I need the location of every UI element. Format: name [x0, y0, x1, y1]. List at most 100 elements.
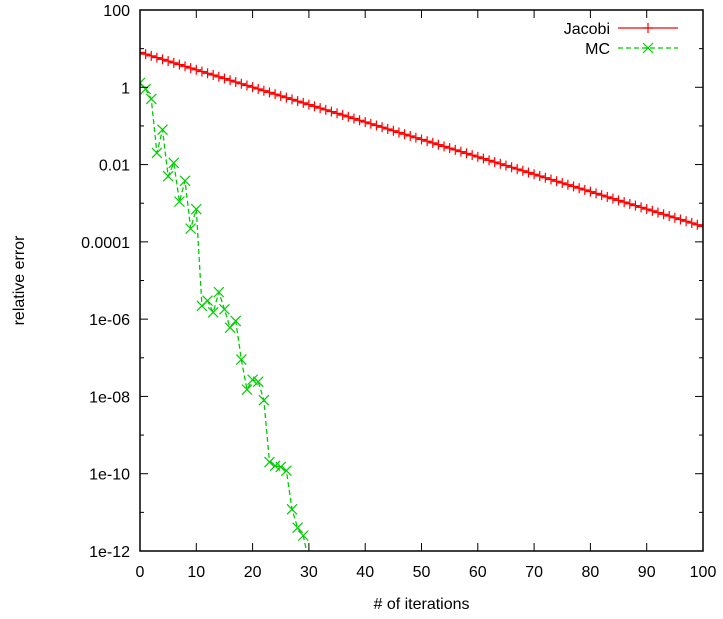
- data-point: [517, 165, 528, 176]
- y-tick-label: 1e-06: [89, 312, 130, 329]
- data-point: [675, 214, 686, 225]
- data-point: [241, 80, 252, 91]
- data-point: [405, 130, 416, 141]
- data-point: [579, 184, 590, 195]
- data-point: [292, 96, 303, 107]
- data-point: [652, 207, 663, 218]
- data-point: [562, 179, 573, 190]
- data-point: [275, 461, 287, 473]
- data-point: [607, 193, 618, 204]
- data-point: [287, 94, 298, 105]
- data-point: [253, 83, 264, 94]
- data-point: [191, 64, 202, 75]
- legend-label: MC: [585, 41, 610, 58]
- data-point: [692, 219, 703, 230]
- data-point: [658, 209, 669, 220]
- data-point: [281, 92, 292, 103]
- data-point: [377, 122, 388, 133]
- data-point: [410, 132, 421, 143]
- data-point: [461, 148, 472, 159]
- data-point: [332, 108, 343, 119]
- data-point: [585, 186, 596, 197]
- y-tick-label: 0.0001: [81, 235, 130, 252]
- data-point: [202, 68, 213, 79]
- data-point: [264, 87, 275, 98]
- x-axis-label: # of iterations: [373, 596, 469, 613]
- data-point: [241, 384, 253, 396]
- data-point: [500, 160, 511, 171]
- data-point: [163, 56, 174, 67]
- data-point: [365, 118, 376, 129]
- data-point: [422, 136, 433, 147]
- data-point: [235, 354, 247, 365]
- legend-marker: [643, 23, 653, 33]
- data-point: [196, 66, 207, 77]
- data-point: [252, 376, 264, 388]
- x-tick-label: 40: [356, 564, 374, 581]
- data-point: [264, 456, 275, 468]
- data-point: [484, 155, 495, 166]
- data-point: [320, 104, 331, 115]
- data-point: [225, 75, 236, 86]
- data-point: [619, 197, 630, 208]
- x-tick-label: 70: [525, 564, 543, 581]
- y-tick-label: 100: [103, 3, 130, 20]
- data-point: [168, 157, 180, 169]
- data-point: [230, 315, 242, 327]
- data-point: [292, 522, 304, 534]
- y-tick-label: 1: [121, 80, 130, 97]
- data-point: [439, 141, 450, 152]
- data-point: [298, 97, 309, 108]
- data-point: [523, 167, 534, 178]
- data-point: [624, 198, 635, 209]
- data-point: [157, 54, 168, 65]
- data-point: [568, 181, 579, 192]
- x-tick-label: 80: [582, 564, 600, 581]
- data-point: [224, 322, 236, 334]
- data-point: [467, 150, 478, 161]
- data-point: [534, 170, 545, 181]
- data-point: [297, 530, 309, 542]
- data-point: [596, 190, 607, 201]
- data-point: [337, 110, 348, 121]
- data-point: [455, 146, 466, 157]
- legend-item-jacobi: Jacobi: [564, 21, 678, 38]
- data-point: [151, 52, 162, 63]
- data-point: [219, 303, 230, 315]
- data-point: [647, 205, 658, 216]
- data-point: [591, 188, 602, 199]
- data-point: [574, 183, 585, 194]
- data-point: [213, 71, 224, 82]
- data-point: [180, 61, 191, 72]
- data-point: [309, 101, 320, 112]
- data-point: [208, 70, 219, 81]
- series-mc: [140, 77, 309, 551]
- data-point: [669, 212, 680, 223]
- x-tick-label: 0: [136, 564, 145, 581]
- data-point: [529, 169, 540, 180]
- x-tick-label: 60: [469, 564, 487, 581]
- data-point: [258, 394, 270, 406]
- data-point: [280, 465, 292, 477]
- data-point: [360, 117, 371, 128]
- y-tick-label: 1e-08: [89, 389, 130, 406]
- data-point: [489, 157, 500, 168]
- data-point: [230, 76, 241, 87]
- data-point: [270, 89, 281, 100]
- legend: Jacobi MC: [564, 21, 678, 58]
- data-point: [540, 172, 551, 183]
- data-point: [613, 195, 624, 206]
- data-point: [698, 221, 703, 232]
- legend-item-mc: MC: [585, 41, 678, 58]
- data-point: [275, 90, 286, 101]
- data-point: [545, 174, 556, 185]
- data-point: [399, 129, 410, 140]
- data-point: [247, 82, 258, 93]
- x-tick-label: 100: [690, 564, 717, 581]
- x-tick-label: 20: [244, 564, 262, 581]
- data-point: [495, 158, 506, 169]
- data-point: [174, 59, 185, 70]
- y-tick-label: 1e-12: [89, 544, 130, 561]
- data-point: [258, 85, 269, 96]
- y-tick-label: 0.01: [99, 158, 130, 175]
